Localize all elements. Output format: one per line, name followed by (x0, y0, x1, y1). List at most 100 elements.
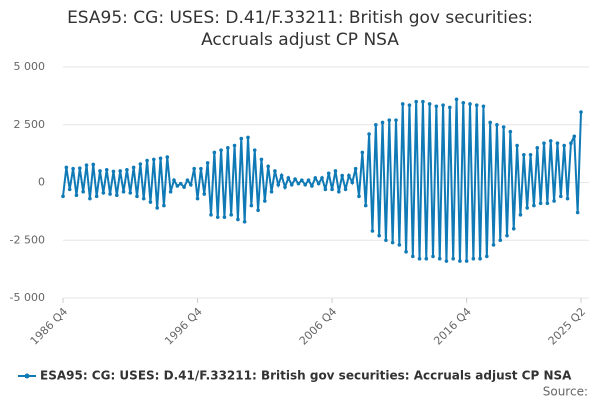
point (397, 243, 402, 247)
point (400, 102, 405, 106)
point (289, 183, 294, 187)
point (215, 215, 220, 219)
point (532, 203, 536, 208)
point (485, 254, 489, 259)
point (172, 178, 176, 182)
x-tick-label: 2006 Q4 (297, 305, 340, 348)
point (98, 169, 102, 173)
point (165, 155, 170, 159)
point (535, 146, 540, 150)
point (434, 104, 439, 109)
y-tick-label: -5 000 (10, 291, 45, 304)
point (525, 206, 529, 210)
point (572, 134, 577, 139)
point (538, 201, 543, 206)
point (67, 187, 72, 192)
point (286, 176, 291, 180)
point (478, 256, 482, 261)
point (121, 189, 126, 194)
y-tick-label: 0 (38, 176, 45, 189)
x-tick-label: 1986 Q4 (28, 305, 71, 348)
point (468, 102, 472, 106)
point (491, 243, 496, 247)
point (474, 103, 479, 107)
point (276, 183, 281, 187)
point (370, 229, 375, 233)
point (390, 240, 395, 245)
point (61, 194, 65, 199)
point (481, 104, 486, 109)
point (343, 187, 348, 192)
point (377, 233, 381, 238)
point (421, 99, 425, 104)
point (273, 169, 277, 173)
point (101, 191, 106, 195)
point (495, 122, 499, 127)
point (360, 150, 365, 155)
point (394, 118, 398, 122)
point (407, 103, 412, 107)
point (347, 173, 351, 178)
point (498, 238, 503, 243)
point (236, 217, 240, 222)
point (515, 143, 519, 148)
series-line (62, 99, 582, 262)
point (71, 166, 75, 171)
point (528, 152, 533, 157)
point (239, 136, 244, 141)
point (108, 192, 112, 196)
x-tick-label: 2025 Q2 (546, 305, 589, 348)
point (74, 193, 79, 198)
point (448, 105, 452, 110)
point (192, 166, 196, 171)
point (552, 199, 556, 203)
point (501, 125, 506, 129)
point (296, 181, 301, 186)
point (283, 185, 287, 189)
point (575, 210, 580, 215)
point (189, 183, 193, 187)
point (256, 208, 260, 213)
point (209, 213, 213, 217)
point (424, 256, 429, 261)
point (387, 118, 392, 122)
point (471, 256, 476, 261)
point (111, 169, 116, 174)
point (229, 213, 233, 217)
point (323, 187, 328, 192)
point (131, 165, 136, 170)
point (337, 189, 341, 194)
point (252, 148, 257, 152)
point (458, 259, 462, 263)
point (451, 256, 455, 261)
point (404, 250, 408, 254)
point (94, 194, 99, 199)
point (64, 165, 69, 170)
point (84, 163, 89, 167)
point (548, 139, 553, 143)
point (545, 201, 550, 206)
point (175, 184, 180, 188)
point (141, 196, 146, 201)
point (310, 184, 314, 188)
point (559, 194, 563, 199)
point (320, 176, 324, 180)
chart-title-line2: Accruals adjust CP NSA (201, 30, 399, 50)
point (313, 176, 318, 180)
point (162, 203, 166, 208)
legend-marker (24, 373, 30, 379)
point (138, 162, 143, 166)
point (199, 166, 203, 171)
point (411, 254, 415, 259)
point (518, 213, 523, 217)
point (357, 194, 361, 199)
point (249, 203, 254, 208)
point (565, 196, 570, 201)
chart-title: ESA95: CG: USES: D.41/F.33211: British g… (67, 8, 533, 28)
point (562, 143, 566, 148)
point (125, 167, 129, 172)
point (511, 226, 516, 231)
point (263, 199, 267, 203)
point (168, 189, 173, 194)
x-tick-label: 2016 Q4 (431, 305, 474, 348)
